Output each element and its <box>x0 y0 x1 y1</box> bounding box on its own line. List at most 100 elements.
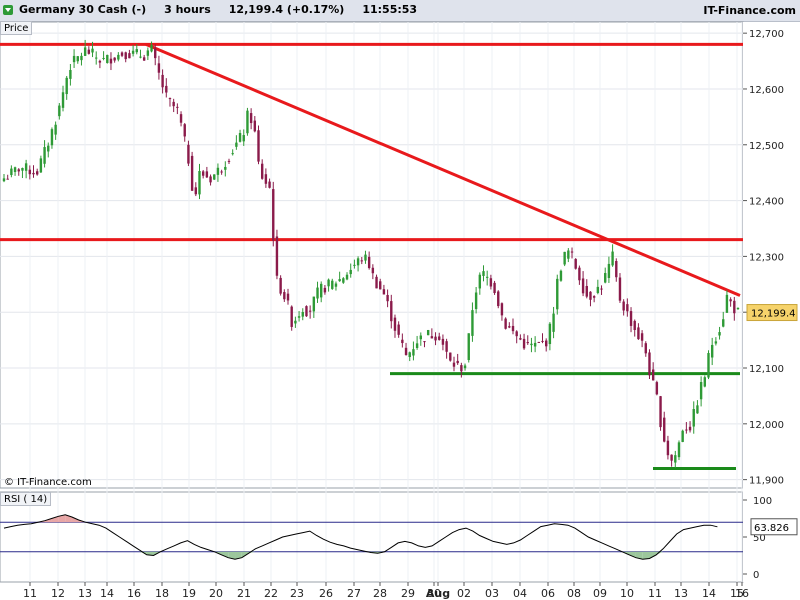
candle-body <box>637 327 640 340</box>
candle-body <box>519 338 522 340</box>
candle-body <box>360 260 363 262</box>
candle-body <box>61 92 65 108</box>
candle-body <box>611 251 614 266</box>
candle-body <box>736 307 740 310</box>
candle-body <box>401 339 404 344</box>
y-tick-label: 11,900 <box>749 476 784 487</box>
candle-body <box>54 124 57 135</box>
candle-body <box>183 124 186 137</box>
candle-body <box>142 57 146 61</box>
candle-body <box>482 271 485 276</box>
candle-body <box>209 176 212 183</box>
candle-body <box>415 343 419 348</box>
candle-body <box>131 50 135 54</box>
candle-body <box>190 155 194 191</box>
rsi-oversold-area <box>221 551 229 558</box>
rsi-oversold-area <box>635 551 643 560</box>
x-tick-label: 21 <box>237 587 251 600</box>
candle-body <box>2 178 6 182</box>
candle-body <box>714 341 718 344</box>
candle-body <box>364 254 367 261</box>
x-tick-label: 02 <box>457 587 471 600</box>
candle-body <box>283 292 286 300</box>
price-panel-label: Price <box>0 21 33 35</box>
candle-body <box>28 169 32 175</box>
candle-body <box>541 340 544 342</box>
candle-body <box>106 54 109 63</box>
chart-header: Germany 30 Cash (-) 3 hours 12,199.4 (+0… <box>0 0 800 22</box>
candle-body <box>91 48 94 53</box>
x-tick-label: 13 <box>674 587 688 600</box>
candle-body <box>249 113 253 124</box>
rsi-oversold-area <box>642 551 650 560</box>
candle-body <box>353 264 356 266</box>
candle-body <box>467 333 470 361</box>
candle-body <box>194 187 197 195</box>
candle-body <box>13 167 17 172</box>
candle-body <box>58 105 61 117</box>
x-tick-label: 09 <box>593 587 607 600</box>
x-tick-label: 03 <box>485 587 499 600</box>
candle-body <box>589 291 592 300</box>
candle-body <box>10 168 13 176</box>
candle-body <box>438 336 441 340</box>
candle-body <box>24 163 28 171</box>
candle-body <box>379 281 382 290</box>
candle-body <box>508 326 511 328</box>
candle-body <box>651 369 655 381</box>
candle-body <box>371 267 375 274</box>
candle-body <box>120 52 124 56</box>
candle-body <box>699 382 703 400</box>
candle-body <box>552 313 555 332</box>
candle-body <box>733 300 736 314</box>
candle-body <box>530 343 533 346</box>
candle-body <box>644 343 647 354</box>
candle-body <box>655 382 659 395</box>
x-tick-label: 19 <box>182 587 196 600</box>
candle-body <box>640 333 644 341</box>
y-tick-label: 12,000 <box>749 420 784 431</box>
current-price-value: 12,199.4 <box>751 309 796 320</box>
candle-body <box>301 312 304 317</box>
candle-body <box>356 258 360 266</box>
candle-body <box>729 299 732 302</box>
candlestick-series <box>2 39 740 468</box>
candle-body <box>154 48 157 59</box>
rsi-y-tick-label: 100 <box>753 496 772 507</box>
rsi-panel <box>0 491 744 583</box>
candle-body <box>663 417 666 442</box>
candle-body <box>390 301 393 322</box>
x-tick-label: 30 <box>427 587 441 600</box>
candle-body <box>264 174 268 184</box>
candle-body <box>681 430 684 442</box>
candle-body <box>308 310 312 312</box>
candle-body <box>604 273 607 283</box>
candle-body <box>393 317 397 331</box>
x-tick-label: 08 <box>567 587 581 600</box>
candle-body <box>581 278 585 294</box>
candle-body <box>238 133 242 142</box>
candle-body <box>279 277 282 294</box>
candle-body <box>674 455 677 463</box>
x-tick-label: 15 <box>730 587 744 600</box>
candle-body <box>522 338 526 349</box>
candle-body <box>545 340 548 347</box>
candle-body <box>231 153 234 155</box>
candle-body <box>592 296 596 298</box>
candle-body <box>312 296 316 312</box>
candle-body <box>670 454 673 461</box>
candle-body <box>692 409 695 427</box>
x-tick-label: 10 <box>620 587 634 600</box>
rsi-overbought-area <box>58 514 66 523</box>
candle-body <box>80 55 83 61</box>
candle-body <box>559 270 563 281</box>
candle-body <box>257 130 260 162</box>
candle-body <box>375 276 378 289</box>
x-tick-label: 04 <box>513 587 527 600</box>
chevron-down-icon[interactable] <box>3 4 13 15</box>
candle-body <box>585 285 588 297</box>
candle-body <box>607 263 611 278</box>
candle-body <box>201 171 205 176</box>
header-instrument-group[interactable]: Germany 30 Cash (-) 3 hours 12,199.4 (+0… <box>3 3 417 16</box>
candle-body <box>537 341 541 343</box>
